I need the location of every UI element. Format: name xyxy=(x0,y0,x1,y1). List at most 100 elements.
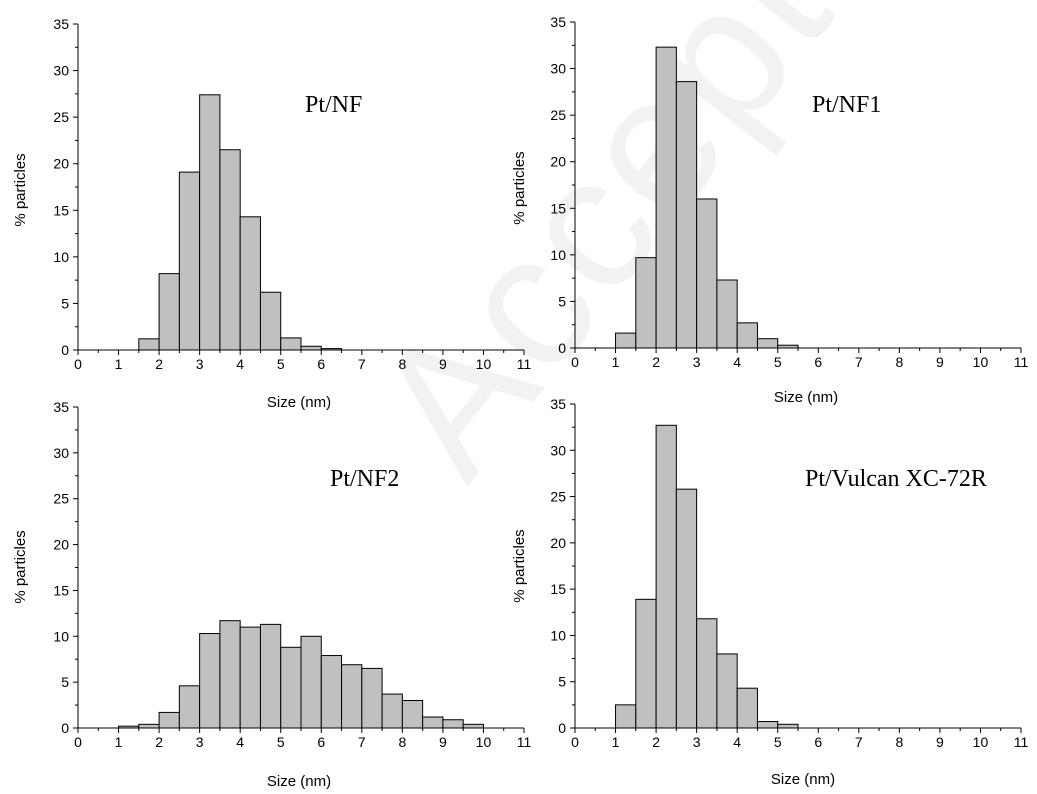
histogram-bar xyxy=(401,699,424,729)
histogram-bar xyxy=(300,635,322,729)
x-tick-label: 10 xyxy=(973,354,989,370)
x-tick-label: 9 xyxy=(439,734,447,750)
y-tick-label: 0 xyxy=(61,720,69,736)
x-tick-label: 11 xyxy=(517,734,532,750)
histogram-bar xyxy=(300,345,322,351)
y-tick-label: 10 xyxy=(53,249,69,265)
panel-pt-vulcan: 0 1 2 3 4 5 6 7 8 9 10 11 0 5 10 15 20 25 30 35 Size (nm) % p… xyxy=(511,396,1028,788)
histogram-bar xyxy=(178,171,201,351)
x-tick-label: 3 xyxy=(196,356,204,372)
histogram-bar xyxy=(675,488,698,729)
histogram-bar xyxy=(158,711,180,729)
histogram-bar xyxy=(756,338,779,349)
y-tick-label: 5 xyxy=(61,674,69,690)
histogram-bar xyxy=(158,273,180,351)
histogram-bar xyxy=(381,693,403,729)
histogram-bar xyxy=(239,626,261,729)
x-axis-title: Size (nm) xyxy=(267,394,331,411)
x-tick-label: 10 xyxy=(973,734,989,750)
y-tick-label: 5 xyxy=(558,293,566,309)
x-tick-label: 3 xyxy=(196,734,204,750)
y-tick-label: 35 xyxy=(53,399,69,415)
histogram-bar xyxy=(462,723,484,729)
y-tick-label: 0 xyxy=(558,720,566,736)
histogram-bar xyxy=(219,149,241,351)
histogram-bar xyxy=(239,216,261,351)
histogram-bar xyxy=(178,685,201,729)
y-axis-title: % particles xyxy=(12,530,29,603)
histogram-bar xyxy=(736,322,758,349)
y-tick-label: 20 xyxy=(53,537,69,553)
panel-pt-nf: 0 1 2 3 4 5 6 7 8 9 10 11 0 5 10 15 20 25 30 35 Size (nm) % p… xyxy=(12,16,531,411)
y-tick-label: 15 xyxy=(53,202,69,218)
histogram-bar xyxy=(361,667,383,729)
histogram-bar xyxy=(675,81,698,349)
x-axis-title: Size (nm) xyxy=(771,771,835,788)
y-tick-label: 30 xyxy=(53,63,69,79)
y-tick-label: 35 xyxy=(550,14,566,30)
y-tick-label: 25 xyxy=(550,489,566,505)
histogram-bar xyxy=(696,618,718,729)
histogram-bar xyxy=(635,598,657,729)
x-tick-label: 2 xyxy=(652,734,660,750)
histogram-bar xyxy=(280,337,302,351)
x-tick-label: 4 xyxy=(733,354,741,370)
histogram-bar xyxy=(138,723,160,729)
y-axis-title: % particles xyxy=(12,153,29,226)
x-tick-label: 10 xyxy=(476,734,492,750)
panel-title: Pt/NF xyxy=(305,92,362,118)
histogram-bar xyxy=(199,94,221,351)
x-tick-label: 2 xyxy=(155,734,163,750)
histogram-bar xyxy=(615,704,637,729)
x-tick-label: 4 xyxy=(236,734,244,750)
x-tick-label: 7 xyxy=(358,734,366,750)
y-tick-label: 35 xyxy=(550,396,566,412)
x-tick-label: 6 xyxy=(814,354,822,370)
panel-title: Pt/NF2 xyxy=(330,466,399,492)
x-tick-label: 5 xyxy=(774,734,782,750)
x-tick-label: 7 xyxy=(358,356,366,372)
y-tick-label: 10 xyxy=(550,627,566,643)
histogram-bar xyxy=(736,687,758,729)
y-tick-label: 30 xyxy=(550,61,566,77)
histogram-bar xyxy=(219,620,241,729)
x-tick-label: 7 xyxy=(855,354,863,370)
histogram-bar xyxy=(655,46,677,349)
y-tick-label: 5 xyxy=(558,674,566,690)
x-tick-label: 1 xyxy=(115,356,123,372)
histogram-bar xyxy=(259,291,282,351)
x-tick-label: 4 xyxy=(733,734,741,750)
x-tick-label: 10 xyxy=(476,356,492,372)
x-tick-label: 8 xyxy=(398,356,406,372)
y-tick-label: 20 xyxy=(550,535,566,551)
y-tick-label: 15 xyxy=(550,200,566,216)
y-axis-title: % particles xyxy=(511,151,528,224)
x-tick-label: 2 xyxy=(155,356,163,372)
histogram-bar xyxy=(615,332,637,349)
x-tick-label: 0 xyxy=(74,356,82,372)
x-axis-title: Size (nm) xyxy=(267,773,331,790)
histogram-bar xyxy=(320,655,343,729)
histogram-bar xyxy=(655,424,677,729)
y-tick-label: 10 xyxy=(550,247,566,263)
y-tick-label: 20 xyxy=(550,154,566,170)
x-tick-label: 11 xyxy=(1014,354,1029,370)
x-tick-label: 2 xyxy=(652,354,660,370)
y-tick-label: 15 xyxy=(550,581,566,597)
x-tick-label: 5 xyxy=(277,356,285,372)
x-tick-label: 7 xyxy=(855,734,863,750)
y-tick-label: 0 xyxy=(558,340,566,356)
x-tick-label: 9 xyxy=(936,734,944,750)
x-tick-label: 3 xyxy=(693,734,701,750)
histogram-bar xyxy=(422,716,444,729)
x-tick-label: 0 xyxy=(571,354,579,370)
y-tick-label: 30 xyxy=(550,442,566,458)
y-tick-label: 5 xyxy=(61,295,69,311)
histogram-bar xyxy=(280,646,302,729)
panel-title: Pt/NF1 xyxy=(812,92,881,118)
histogram-bar xyxy=(341,664,363,729)
x-tick-label: 9 xyxy=(439,356,447,372)
x-axis-title: Size (nm) xyxy=(774,389,838,406)
y-tick-label: 35 xyxy=(53,16,69,32)
x-tick-label: 9 xyxy=(936,354,944,370)
